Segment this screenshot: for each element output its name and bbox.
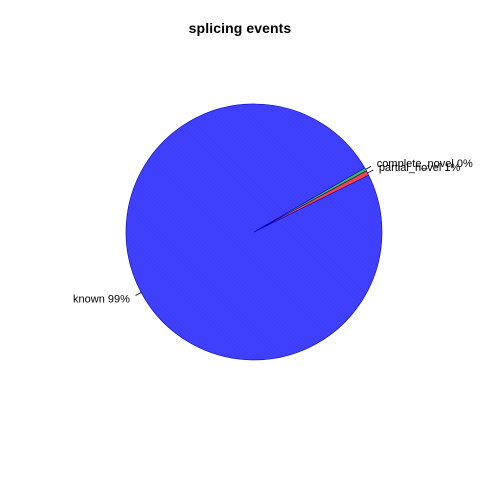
pie-label-tick (365, 165, 372, 170)
pie-labels: known 99% partial_novel 1%complete_novel … (73, 158, 473, 305)
pie-label-tick (367, 169, 374, 174)
pie-label-tick (135, 292, 142, 296)
chart-title: splicing events (188, 20, 292, 36)
pie-slices (125, 103, 383, 361)
pie-label-partial-novel: partial_novel 1% (379, 162, 461, 174)
pie-label-complete-novel: complete_novel 0% (377, 158, 473, 170)
pie-slice-complete-novel (253, 167, 367, 233)
pie-label-known: known 99% (73, 294, 130, 306)
